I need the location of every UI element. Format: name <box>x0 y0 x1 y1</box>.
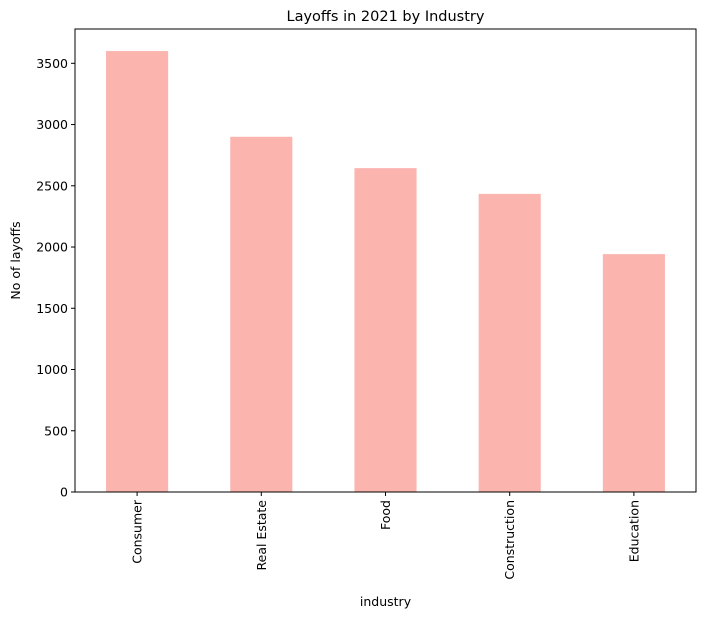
y-tick-label: 3500 <box>36 56 68 71</box>
bar-food <box>354 168 417 493</box>
y-tick-label: 500 <box>44 423 68 438</box>
bar-real-estate <box>230 136 293 492</box>
y-axis-ticks: 0 500 1000 1500 2000 2500 3000 3500 <box>36 56 75 500</box>
x-tick-label: Education <box>626 500 641 562</box>
x-tick-label: Construction <box>502 500 517 580</box>
bar-education <box>602 254 665 492</box>
y-tick-label: 1000 <box>36 362 68 377</box>
bar-construction <box>478 193 541 493</box>
x-axis-ticks: Consumer Real Estate Food Construction Educa… <box>130 492 641 580</box>
x-tick-label: Real Estate <box>254 500 269 571</box>
y-tick-label: 1500 <box>36 301 68 316</box>
y-tick-label: 2000 <box>36 240 68 255</box>
x-tick-label: Food <box>378 500 393 530</box>
plot-frame <box>74 28 697 493</box>
chart-title: Layoffs in 2021 by Industry <box>287 9 485 25</box>
y-tick-label: 0 <box>60 485 68 500</box>
y-tick-label: 3000 <box>36 117 68 132</box>
y-tick-label: 2500 <box>36 178 68 193</box>
y-axis-label: No of layoffs <box>8 221 23 299</box>
bars-group <box>106 51 665 493</box>
x-tick-label: Consumer <box>130 499 145 564</box>
x-axis-label: industry <box>360 594 412 609</box>
bar-consumer <box>106 51 169 493</box>
